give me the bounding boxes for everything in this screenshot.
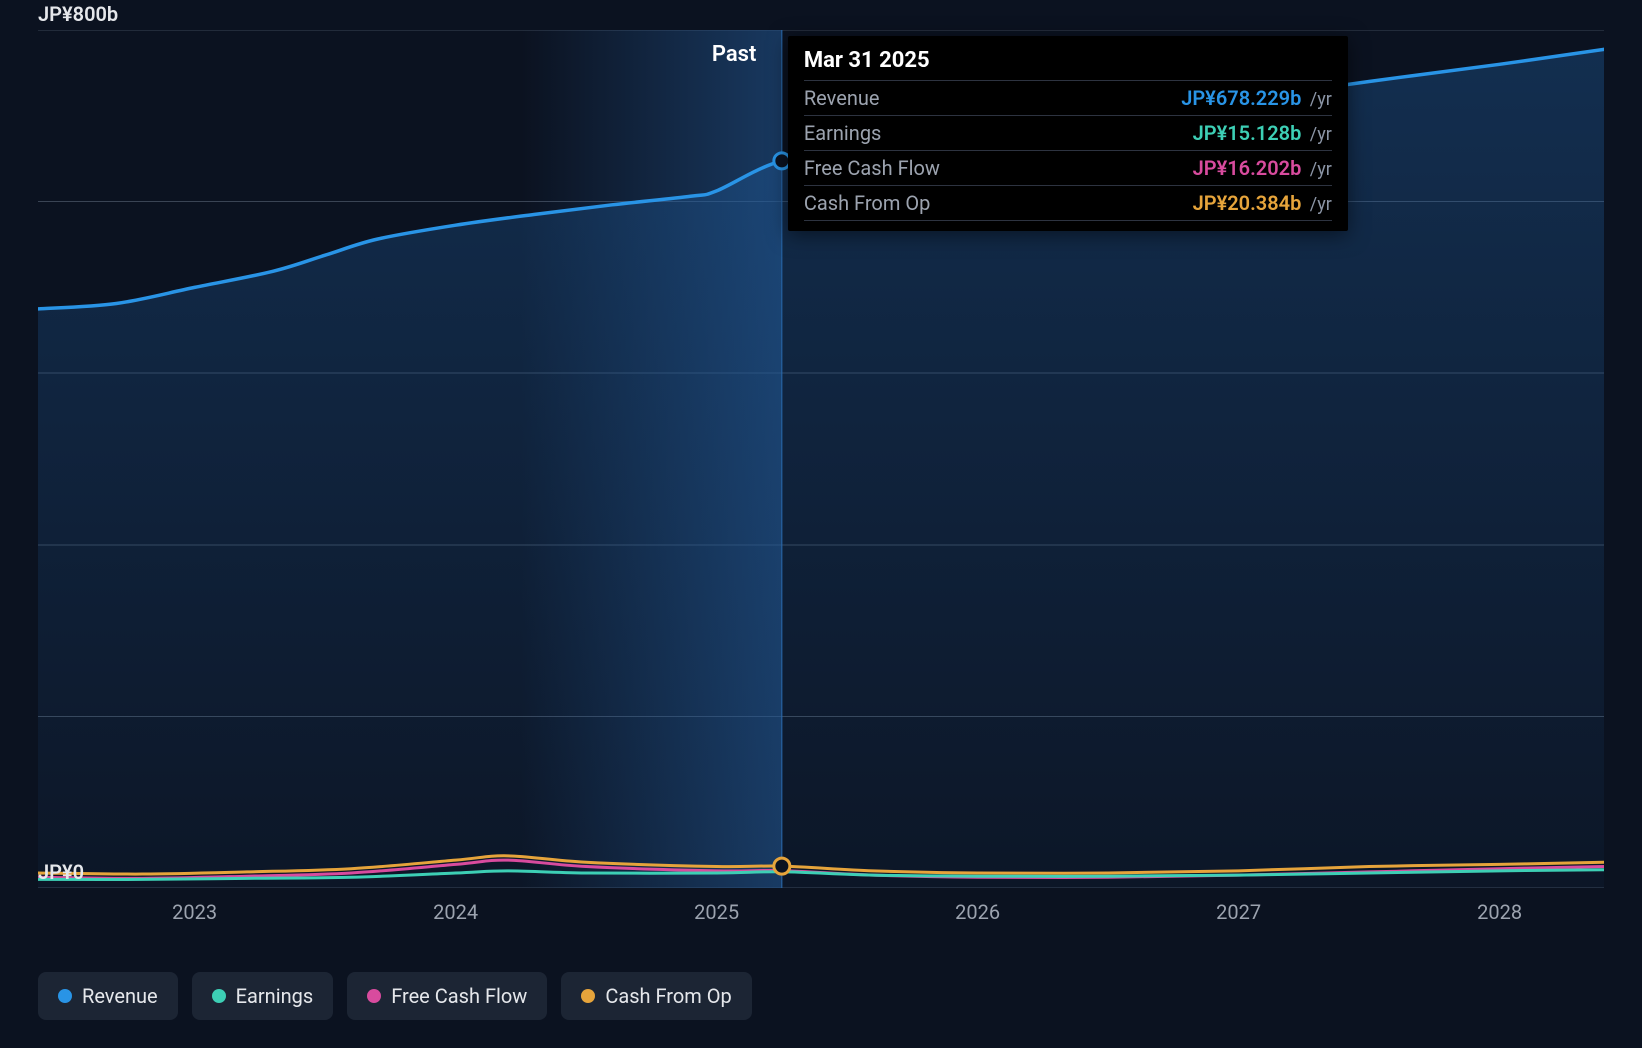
tooltip-row-label: Revenue <box>804 86 880 110</box>
hover-tooltip: Mar 31 2025 Revenue JP¥678.229b /yr Earnin… <box>788 36 1348 231</box>
tooltip-row-label: Free Cash Flow <box>804 156 940 180</box>
chart-legend: Revenue Earnings Free Cash Flow Cash From O… <box>38 972 752 1020</box>
divider-label-past: Past <box>712 42 757 67</box>
legend-swatch-icon <box>58 989 72 1003</box>
legend-label: Earnings <box>236 984 314 1008</box>
legend-item-earnings[interactable]: Earnings <box>192 972 334 1020</box>
y-axis-label-max: JP¥800b <box>38 2 118 26</box>
tooltip-row-unit: /yr <box>1305 89 1332 110</box>
tooltip-row-unit: /yr <box>1305 194 1332 215</box>
legend-label: Free Cash Flow <box>391 984 527 1008</box>
tooltip-row-label: Cash From Op <box>804 191 930 215</box>
x-tick-2027: 2027 <box>1216 900 1261 924</box>
tooltip-row-revenue: Revenue JP¥678.229b /yr <box>804 80 1332 116</box>
x-tick-2025: 2025 <box>694 900 739 924</box>
y-axis-label-min: JP¥0 <box>38 860 84 884</box>
legend-swatch-icon <box>367 989 381 1003</box>
x-tick-2023: 2023 <box>172 900 217 924</box>
tooltip-row-unit: /yr <box>1305 124 1332 145</box>
tooltip-row-earnings: Earnings JP¥15.128b /yr <box>804 115 1332 151</box>
tooltip-row-unit: /yr <box>1305 159 1332 180</box>
tooltip-row-cash-from-op: Cash From Op JP¥20.384b /yr <box>804 185 1332 221</box>
x-tick-2026: 2026 <box>955 900 1000 924</box>
tooltip-date: Mar 31 2025 <box>804 48 1332 81</box>
tooltip-row-value: JP¥678.229b /yr <box>1181 86 1332 110</box>
legend-item-revenue[interactable]: Revenue <box>38 972 178 1020</box>
x-tick-2028: 2028 <box>1477 900 1522 924</box>
legend-label: Revenue <box>82 984 158 1008</box>
legend-swatch-icon <box>212 989 226 1003</box>
tooltip-row-value: JP¥15.128b /yr <box>1193 121 1332 145</box>
legend-item-free_cash_flow[interactable]: Free Cash Flow <box>347 972 547 1020</box>
tooltip-row-value: JP¥16.202b /yr <box>1193 156 1332 180</box>
tooltip-row-label: Earnings <box>804 121 882 145</box>
marker-dot-cash_from_op <box>774 858 790 874</box>
legend-item-cash_from_op[interactable]: Cash From Op <box>561 972 751 1020</box>
legend-label: Cash From Op <box>605 984 731 1008</box>
tooltip-row-free-cash-flow: Free Cash Flow JP¥16.202b /yr <box>804 150 1332 186</box>
legend-swatch-icon <box>581 989 595 1003</box>
x-tick-2024: 2024 <box>433 900 478 924</box>
tooltip-row-value: JP¥20.384b /yr <box>1193 191 1332 215</box>
financial-chart: JP¥800b JP¥0 Past Analysts Forecasts 202… <box>0 0 1642 1048</box>
